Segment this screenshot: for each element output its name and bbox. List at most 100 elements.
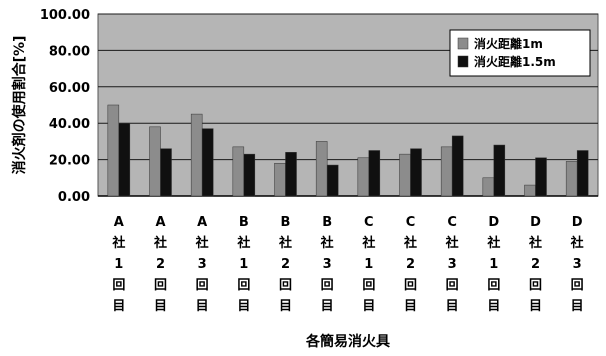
x-category-char: 回 — [321, 278, 334, 293]
x-category-char: 回 — [237, 278, 250, 293]
x-category-label: C社 2 回目 — [403, 215, 417, 314]
bar-series-2 — [243, 153, 256, 197]
x-category-char: 回 — [154, 278, 167, 293]
x-category-char: 目 — [404, 299, 417, 314]
x-category-char: 社 — [195, 235, 209, 251]
x-category-label: C社 3 回目 — [445, 215, 459, 314]
bar-series-2 — [285, 152, 297, 197]
x-category-char: 目 — [196, 299, 209, 314]
x-category-char: 1 — [489, 257, 498, 272]
y-tick-label: 40.00 — [49, 117, 90, 132]
x-category-char: 3 — [323, 257, 332, 272]
bar-series-2 — [451, 135, 464, 197]
legend-swatch-series-2 — [457, 55, 469, 68]
bar-series-2 — [368, 150, 381, 197]
y-tick-label: 60.00 — [49, 81, 90, 96]
x-category-char: 回 — [446, 278, 459, 293]
x-category-char: 社 — [111, 235, 125, 251]
x-category-char: D — [488, 215, 499, 230]
bar-series-2 — [535, 157, 547, 197]
x-category-char: 目 — [362, 299, 375, 314]
x-category-char: 2 — [406, 257, 415, 272]
x-category-label: B社 3 回目 — [320, 215, 334, 314]
x-category-char: 3 — [573, 257, 582, 272]
bar-series-1 — [232, 146, 245, 197]
bar-series-1 — [357, 157, 370, 197]
x-category-char: D — [572, 215, 583, 230]
x-category-char: C — [406, 215, 416, 230]
bar-series-2 — [201, 128, 214, 197]
gridlines — [98, 13, 598, 197]
x-category-char: 社 — [528, 235, 542, 251]
bar-series-1 — [565, 161, 578, 197]
x-category-char: 社 — [153, 235, 167, 251]
x-category-label: A社 3 回目 — [195, 215, 209, 314]
x-axis-title: 各簡易消火具 — [305, 333, 390, 350]
legend-label-series-1: 消火距離1m — [474, 36, 543, 51]
x-category-char: 回 — [196, 278, 209, 293]
x-category-char: 目 — [446, 299, 459, 314]
bar-series-2 — [410, 148, 422, 197]
bar-series-1 — [315, 141, 328, 197]
y-tick-label: 100.00 — [40, 8, 90, 23]
x-category-char: 2 — [156, 257, 165, 272]
x-category-char: 回 — [362, 278, 375, 293]
x-axis-categories: A社1回目A社2回目A社3回目B社1回目B社2回目B社3回目C社1回目C社2回目… — [111, 215, 583, 314]
x-category-label: D社 1 回目 — [486, 215, 500, 314]
x-category-char: 3 — [198, 257, 207, 272]
x-category-char: 社 — [320, 235, 334, 251]
x-category-char: 目 — [487, 299, 500, 314]
x-category-char: 目 — [279, 299, 292, 314]
y-axis-ticks: 0.00 20.00 40.00 60.00 80.00 100.00 — [40, 8, 90, 205]
x-category-char: 目 — [237, 299, 250, 314]
x-category-char: B — [239, 215, 249, 230]
x-category-char: 目 — [571, 299, 584, 314]
x-category-label: D社 2 回目 — [528, 215, 542, 314]
x-category-char: A — [155, 215, 165, 230]
x-category-char: 目 — [529, 299, 542, 314]
x-category-char: C — [447, 215, 457, 230]
bar-series-1 — [149, 126, 161, 197]
y-tick-label: 80.00 — [49, 44, 90, 59]
x-category-char: 回 — [279, 278, 292, 293]
bar-series-2 — [326, 164, 339, 197]
x-category-char: 社 — [361, 235, 375, 251]
x-category-label: C社 1 回目 — [361, 215, 375, 314]
x-category-char: 2 — [281, 257, 290, 272]
legend: 消火距離1m 消火距離1.5m — [449, 29, 591, 77]
x-category-char: 社 — [236, 235, 250, 251]
x-category-label: A社 1 回目 — [111, 215, 125, 314]
x-category-char: B — [281, 215, 291, 230]
x-category-label: D社 3 回目 — [570, 215, 584, 314]
x-category-char: 3 — [448, 257, 457, 272]
x-category-char: 2 — [531, 257, 540, 272]
x-category-char: 社 — [445, 235, 459, 251]
x-category-label: A社 2 回目 — [153, 215, 167, 314]
x-category-char: D — [530, 215, 541, 230]
x-category-char: 1 — [239, 257, 248, 272]
bar-series-1 — [440, 146, 453, 197]
bars — [107, 104, 589, 197]
x-category-char: C — [364, 215, 374, 230]
legend-label-series-2: 消火距離1.5m — [474, 54, 556, 69]
bar-series-2 — [493, 144, 506, 197]
x-category-label: B社 2 回目 — [278, 215, 292, 314]
y-axis-title: 消火剤の使用割合[%] — [11, 36, 28, 175]
bar-series-1 — [399, 153, 411, 197]
x-category-char: 社 — [403, 235, 417, 251]
bar-series-1 — [274, 162, 286, 197]
x-category-char: 1 — [114, 257, 123, 272]
x-category-char: 目 — [321, 299, 334, 314]
x-category-char: 回 — [112, 278, 125, 293]
bar-series-2 — [576, 150, 589, 197]
y-tick-label: 20.00 — [49, 154, 90, 169]
y-tick-label: 0.00 — [58, 190, 90, 205]
x-category-char: 社 — [486, 235, 500, 251]
x-category-char: A — [197, 215, 207, 230]
x-category-char: 1 — [364, 257, 373, 272]
legend-swatch-series-1 — [457, 37, 469, 50]
x-category-char: 回 — [404, 278, 417, 293]
x-category-char: 社 — [278, 235, 292, 251]
x-category-char: B — [322, 215, 332, 230]
bar-series-1 — [107, 104, 120, 197]
